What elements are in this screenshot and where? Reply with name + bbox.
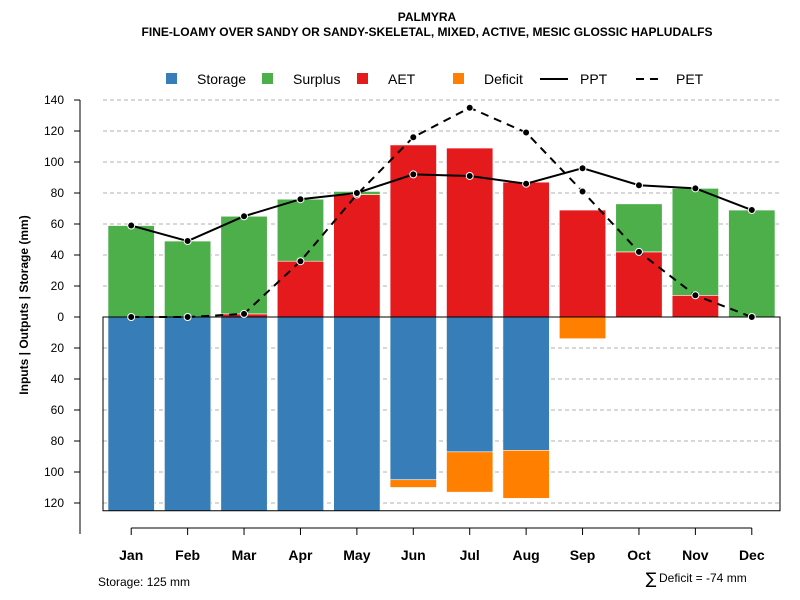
pet-point-sep xyxy=(578,187,587,196)
y-tick-label: 100 xyxy=(44,465,64,479)
legend: Storage Surplus AET Deficit PPT PET xyxy=(166,71,704,87)
legend-label-pet: PET xyxy=(676,71,704,87)
pet-point-jul xyxy=(465,103,474,112)
aet-bar-oct xyxy=(615,251,663,318)
ppt-point-sep xyxy=(578,164,587,173)
surplus-bar-dec xyxy=(728,209,776,318)
x-tick-label-jun: Jun xyxy=(401,547,426,563)
x-tick-label-feb: Feb xyxy=(175,547,200,563)
ppt-point-apr xyxy=(296,195,305,204)
ppt-point-oct xyxy=(634,181,643,190)
storage-bar-apr xyxy=(276,316,324,512)
legend-swatch-aet xyxy=(357,73,368,84)
pet-point-oct xyxy=(634,247,643,256)
ppt-point-nov xyxy=(691,184,700,193)
pet-line xyxy=(131,106,753,318)
storage-bar-may xyxy=(333,316,381,512)
y-axis: 140 120 100 80 60 40 20 0 20 40 60 80 100 120 xyxy=(44,93,81,534)
x-tick-label-oct: Oct xyxy=(627,547,651,563)
surplus-bar-feb xyxy=(164,240,212,318)
surplus-bar-nov xyxy=(671,188,719,296)
series-lines xyxy=(127,103,756,321)
pet-point-jan xyxy=(127,313,136,321)
surplus-bar-apr xyxy=(276,198,324,262)
aet-bar-may xyxy=(333,194,381,318)
pet-point-apr xyxy=(296,257,305,266)
y-tick-label: 60 xyxy=(51,217,65,231)
chart-subtitle: FINE-LOAMY OVER SANDY OR SANDY-SKELETAL,… xyxy=(142,25,713,39)
surplus-bar-mar xyxy=(220,215,268,315)
ppt-point-dec xyxy=(747,206,756,215)
chart-title: PALMYRA xyxy=(398,10,457,24)
x-tick-label-aug: Aug xyxy=(513,547,540,563)
ppt-point-aug xyxy=(522,179,531,188)
bars xyxy=(102,144,781,512)
y-tick-label: 80 xyxy=(51,186,65,200)
pet-point-dec xyxy=(747,313,756,321)
y-tick-label: 60 xyxy=(51,403,65,417)
deficit-bar-jun xyxy=(389,479,437,488)
y-tick-label: 40 xyxy=(51,248,65,262)
legend-swatch-storage xyxy=(166,73,177,84)
aet-bar-aug xyxy=(502,181,550,318)
aet-bar-sep xyxy=(559,209,607,318)
x-axis: Jan Feb Mar Apr May Jun Jul Aug Sep Oct Nov Dec xyxy=(119,527,765,563)
ppt-point-jan xyxy=(127,221,136,230)
x-tick-label-may: May xyxy=(343,547,370,563)
x-tick-label-jan: Jan xyxy=(119,547,143,563)
x-tick-label-jul: Jul xyxy=(460,547,480,563)
deficit-bar-jul xyxy=(446,451,494,493)
ppt-line xyxy=(130,167,753,243)
surplus-bar-oct xyxy=(615,203,663,253)
legend-label-ppt: PPT xyxy=(580,71,608,87)
storage-footnote: Storage: 125 mm xyxy=(98,575,190,589)
x-tick-label-mar: Mar xyxy=(232,547,257,563)
legend-label-surplus: Surplus xyxy=(293,71,340,87)
gridlines xyxy=(103,99,780,504)
ppt-point-feb xyxy=(183,237,192,246)
legend-label-deficit: Deficit xyxy=(484,71,523,87)
x-tick-label-sep: Sep xyxy=(570,547,596,563)
pet-point-nov xyxy=(691,291,700,300)
y-tick-label: 80 xyxy=(51,434,65,448)
deficit-bar-aug xyxy=(502,449,550,499)
deficit-total: Deficit = -74 mm xyxy=(659,571,747,585)
aet-bar-apr xyxy=(276,260,324,318)
storage-bar-mar xyxy=(220,316,268,512)
storage-bar-jun xyxy=(389,316,437,481)
ppt-point-jul xyxy=(465,171,474,180)
pet-point-mar xyxy=(240,309,249,318)
legend-swatch-deficit xyxy=(453,73,464,84)
deficit-bar-sep xyxy=(559,316,607,340)
x-tick-label-nov: Nov xyxy=(682,547,709,563)
surplus-bar-jan xyxy=(107,225,155,318)
ppt-point-mar xyxy=(240,212,249,221)
y-tick-label: 40 xyxy=(51,372,65,386)
y-tick-label: 120 xyxy=(44,124,64,138)
y-tick-label: 20 xyxy=(51,341,65,355)
x-tick-label-apr: Apr xyxy=(288,547,313,563)
legend-swatch-surplus xyxy=(262,73,273,84)
y-tick-label: 140 xyxy=(44,93,64,107)
sigma-icon: ∑ xyxy=(646,569,657,588)
storage-bar-jan xyxy=(107,316,155,512)
legend-label-storage: Storage xyxy=(197,71,246,87)
legend-label-aet: AET xyxy=(388,71,416,87)
storage-bar-aug xyxy=(502,316,550,451)
y-tick-label: 0 xyxy=(57,310,64,324)
x-tick-label-dec: Dec xyxy=(739,547,765,563)
y-tick-label: 120 xyxy=(44,496,64,510)
pet-point-jun xyxy=(409,133,418,142)
y-axis-label: Inputs | Outputs | Storage (mm) xyxy=(17,215,31,394)
ppt-point-jun xyxy=(409,170,418,179)
pet-point-feb xyxy=(183,313,192,321)
ppt-point-may xyxy=(352,189,361,197)
y-tick-label: 100 xyxy=(44,155,64,169)
y-tick-label: 20 xyxy=(51,279,65,293)
storage-bar-feb xyxy=(164,316,212,512)
pet-point-aug xyxy=(522,128,531,137)
storage-bar-jul xyxy=(446,316,494,453)
